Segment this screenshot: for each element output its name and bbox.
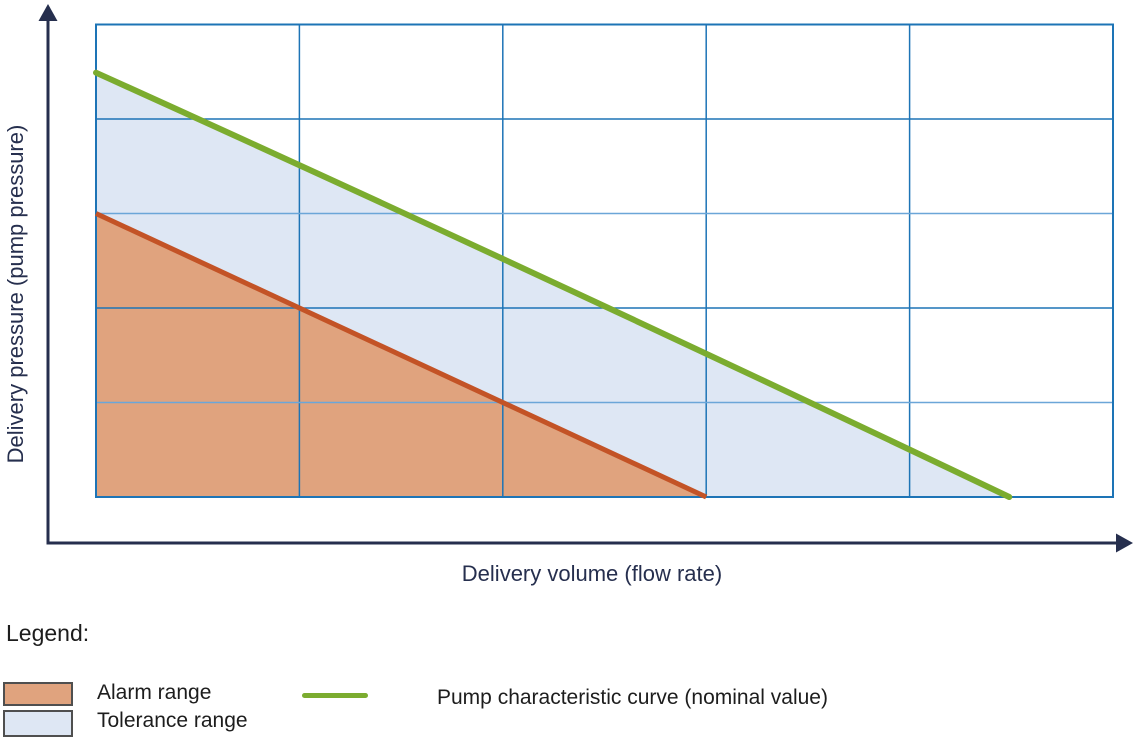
alarm-range-label: Alarm range <box>97 681 212 704</box>
nominal-curve-swatch-line <box>302 693 368 698</box>
nominal-pump-curve <box>93 69 1013 500</box>
pump-characteristic-chart <box>38 4 1133 553</box>
alarm-range-swatch <box>3 682 73 706</box>
x-axis-label: Delivery volume (flow rate) <box>461 561 723 586</box>
y-axis-label: Delivery pressure (pump pressure) <box>3 124 28 464</box>
plot-border <box>95 23 1114 498</box>
tolerance-range-label: Tolerance range <box>97 709 248 732</box>
alarm-boundary-line <box>94 211 708 500</box>
tolerance-range-swatch <box>3 710 73 737</box>
legend-title: Legend: <box>6 620 90 646</box>
y-axis-arrowhead <box>38 4 58 21</box>
nominal-curve-label: Pump characteristic curve (nominal value… <box>437 686 828 709</box>
x-axis-arrowhead <box>1116 533 1133 553</box>
